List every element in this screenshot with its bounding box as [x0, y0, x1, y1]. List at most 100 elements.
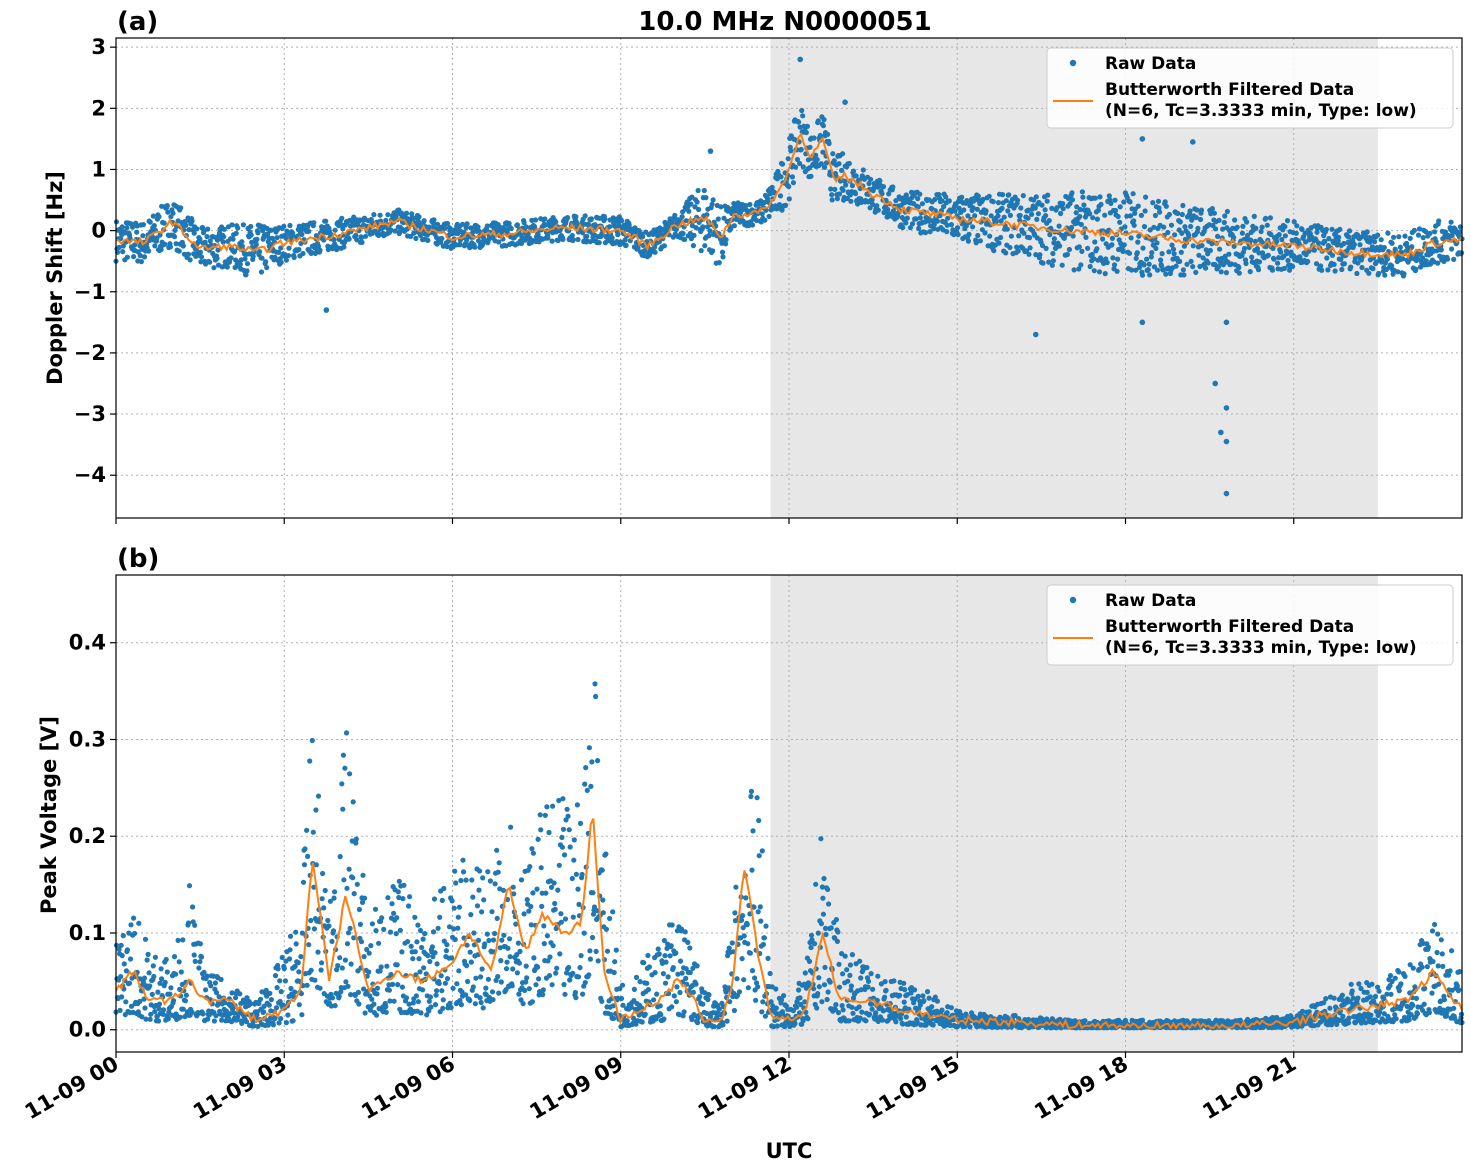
raw-data-point	[579, 871, 585, 878]
raw-data-point	[866, 180, 872, 187]
raw-data-point	[482, 941, 488, 947]
raw-data-point	[116, 244, 122, 250]
raw-data-point	[239, 239, 245, 245]
raw-data-point	[1207, 247, 1213, 254]
raw-data-point	[320, 870, 326, 877]
raw-data-point	[847, 972, 853, 979]
raw-data-point	[747, 201, 753, 208]
raw-data-point	[347, 925, 353, 932]
raw-data-point	[1059, 262, 1065, 268]
raw-data-point	[516, 960, 523, 966]
raw-data-point	[309, 737, 315, 744]
raw-data-point	[633, 974, 640, 981]
raw-data-point	[1083, 234, 1089, 240]
raw-data-point	[313, 807, 319, 813]
raw-data-point	[277, 998, 283, 1005]
raw-data-point	[263, 259, 269, 265]
raw-data-point	[1166, 211, 1172, 218]
raw-data-point	[805, 1016, 811, 1022]
raw-data-point	[1153, 245, 1159, 251]
raw-data-point	[570, 237, 576, 243]
raw-data-point	[144, 957, 150, 963]
raw-data-point	[774, 1023, 780, 1029]
raw-data-point	[757, 904, 763, 910]
raw-data-point	[1148, 254, 1154, 260]
raw-data-point	[529, 999, 536, 1005]
raw-data-point	[749, 222, 756, 228]
raw-data-point	[882, 994, 888, 1000]
raw-data-point	[668, 943, 674, 949]
raw-data-point	[1046, 259, 1052, 265]
raw-data-point	[576, 901, 582, 908]
raw-data-point	[1003, 250, 1009, 256]
raw-data-point	[156, 214, 162, 220]
raw-data-point	[806, 958, 813, 965]
raw-data-point	[641, 960, 647, 966]
raw-data-point	[1313, 261, 1320, 267]
raw-data-point	[415, 999, 421, 1005]
raw-data-point	[1286, 267, 1293, 273]
raw-data-point	[868, 176, 874, 182]
raw-data-point	[485, 976, 491, 982]
raw-data-point	[197, 959, 203, 965]
raw-data-point	[1108, 200, 1114, 206]
raw-data-point	[494, 847, 500, 853]
raw-data-point	[356, 1001, 362, 1007]
raw-data-point	[931, 226, 937, 232]
raw-data-point	[707, 148, 714, 154]
raw-data-point	[480, 875, 486, 881]
raw-data-point	[532, 217, 539, 223]
raw-data-point	[198, 954, 205, 960]
raw-data-point	[998, 234, 1004, 241]
raw-data-point	[443, 948, 449, 954]
raw-data-point	[522, 987, 528, 994]
raw-data-point	[840, 187, 846, 193]
raw-data-point	[348, 961, 354, 967]
raw-data-point	[523, 224, 529, 230]
raw-data-point	[278, 245, 284, 251]
raw-data-point	[212, 980, 218, 986]
raw-data-point	[792, 1020, 798, 1027]
raw-data-point	[339, 965, 345, 971]
raw-data-point	[808, 173, 814, 179]
raw-data-point	[739, 956, 745, 962]
raw-data-point	[565, 813, 571, 819]
raw-data-point	[915, 993, 921, 1000]
raw-data-point	[1357, 242, 1363, 248]
raw-data-point	[343, 979, 349, 985]
raw-data-point	[720, 1022, 726, 1028]
raw-data-point	[434, 961, 440, 967]
raw-data-point	[710, 248, 716, 254]
raw-data-point	[1323, 226, 1329, 233]
raw-data-point	[223, 1008, 229, 1014]
raw-data-point	[1004, 226, 1010, 232]
raw-data-point	[176, 959, 182, 965]
raw-data-point	[440, 997, 446, 1003]
raw-data-point	[1060, 206, 1066, 212]
raw-data-point	[291, 254, 297, 260]
raw-data-point	[118, 974, 124, 980]
raw-data-point	[741, 933, 747, 939]
raw-data-point	[799, 107, 805, 114]
raw-data-point	[739, 917, 745, 923]
raw-data-point	[542, 222, 548, 228]
raw-data-point	[419, 944, 425, 951]
raw-data-point	[394, 962, 400, 968]
raw-data-point	[388, 971, 394, 978]
raw-data-point	[1384, 256, 1390, 262]
raw-data-point	[893, 1019, 899, 1025]
raw-data-point	[339, 781, 345, 787]
raw-data-point	[390, 981, 396, 988]
raw-data-point	[151, 973, 157, 980]
raw-data-point	[368, 216, 374, 223]
raw-data-point	[459, 221, 466, 227]
raw-data-point	[311, 884, 317, 890]
raw-data-point	[538, 865, 544, 871]
raw-data-point	[849, 1004, 855, 1010]
raw-data-point	[728, 226, 734, 232]
raw-data-point	[669, 922, 675, 928]
raw-data-point	[1079, 248, 1085, 254]
raw-data-point	[137, 976, 143, 982]
raw-data-point	[948, 1005, 955, 1011]
raw-data-point	[558, 911, 564, 917]
